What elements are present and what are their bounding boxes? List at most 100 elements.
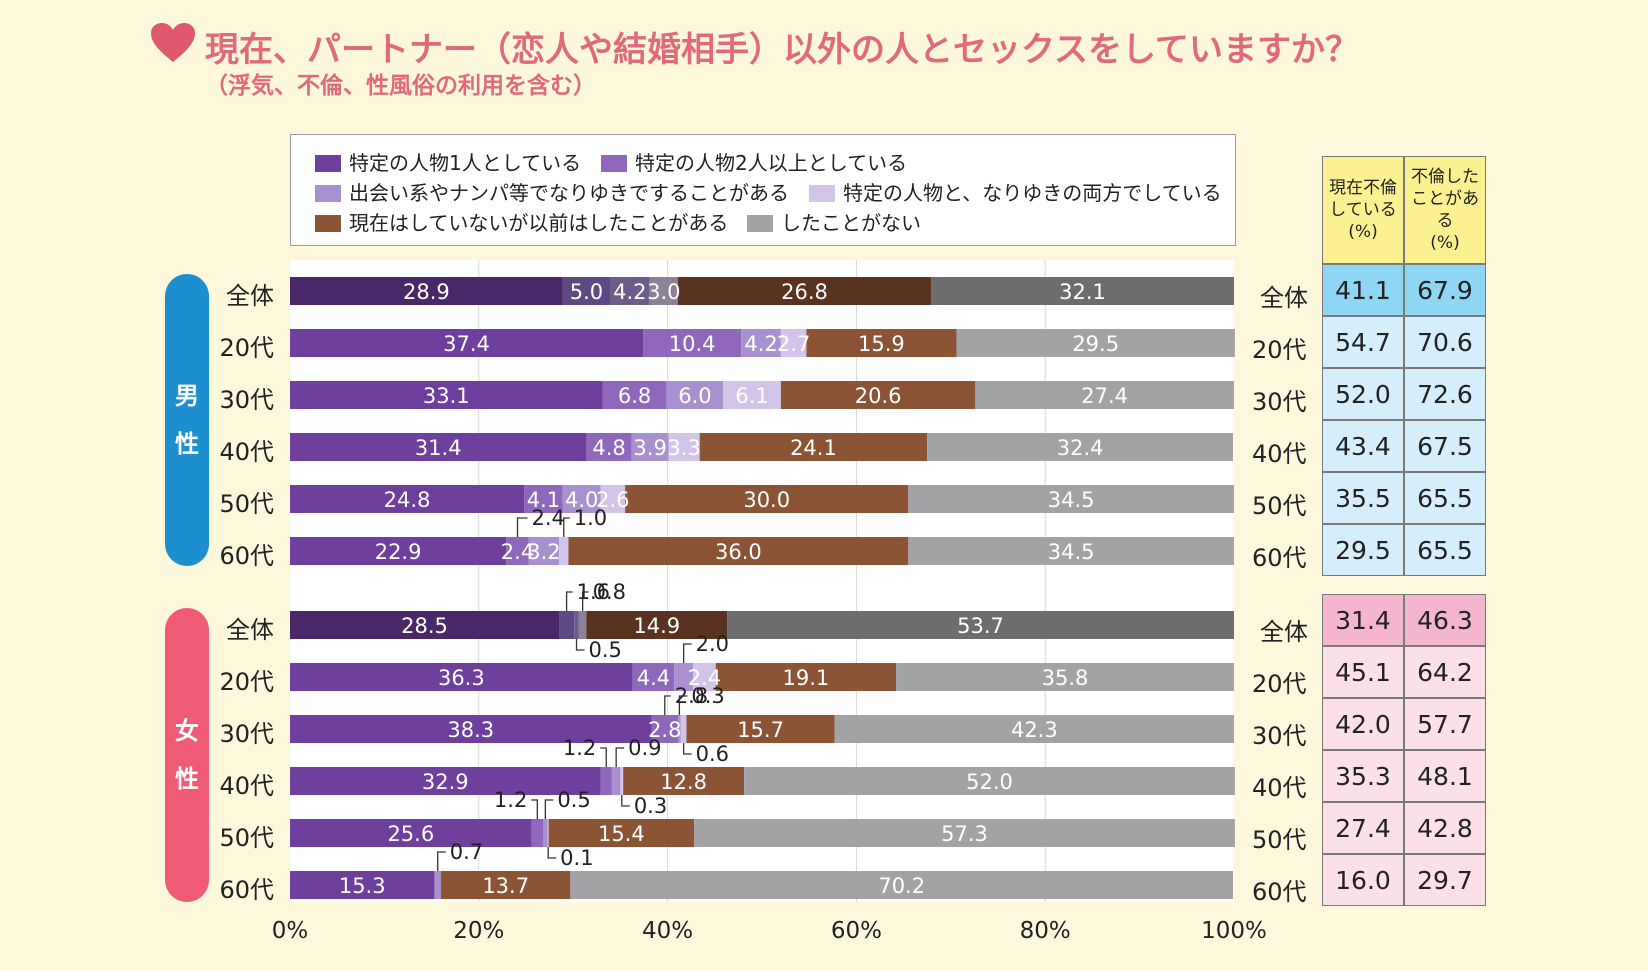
data-label: 32.9 [422,770,469,794]
callout-label: 2.0 [696,632,729,656]
chart-title: 現在、パートナー（恋人や結婚相手）以外の人とセックスをしていますか？ [205,30,1359,70]
bar-segment [744,767,1235,795]
callout-line [682,643,692,663]
data-label: 2.7 [777,332,810,356]
bar-segment [290,329,644,357]
row-label-left: 40代 [219,772,274,800]
data-label: 15.7 [737,718,784,742]
heart-icon [151,23,195,62]
data-label: 15.4 [598,822,645,846]
current-affair-cell: 42.0 [1322,698,1404,750]
bar-segment [600,767,612,795]
x-tick-label: 0% [271,918,309,944]
row-label-left: 50代 [219,490,274,518]
data-label: 4.4 [637,666,670,690]
bar-segment [956,329,1235,357]
row-label-left: 全体 [226,616,274,644]
row-label-left: 20代 [219,668,274,696]
data-label: 3.2 [527,540,560,564]
bar-segment [649,277,678,305]
callout-line [581,591,589,611]
data-label: 38.3 [447,718,494,742]
data-label: 6.0 [678,384,711,408]
callout-line [544,799,554,819]
callout-label: 0.3 [691,684,724,708]
bar-segment [290,611,560,639]
bar-segment [694,819,1235,847]
bar-segment [548,819,695,847]
current-affair-cell: 45.1 [1322,646,1404,698]
callout-line [621,795,630,807]
bar-segment [680,715,687,743]
row-label-left: 全体 [226,282,274,310]
bar-segment [290,663,633,691]
callout-label: 1.2 [563,736,596,760]
ever-affair-cell: 67.5 [1404,420,1486,472]
bar-segment [620,767,624,795]
callout-label: 0.9 [628,736,661,760]
callout-label: 0.5 [557,788,590,812]
bar-segment [834,715,1234,743]
bar-segment [290,767,601,795]
bar-segment [434,871,442,899]
data-label: 2.4 [501,540,534,564]
row-label-left: 40代 [219,438,274,466]
row-label-right: 20代 [1252,670,1307,698]
bar-segment [586,611,728,639]
bar-segment [677,715,681,743]
callout-line [682,743,692,755]
bar-segment [290,819,532,847]
row-label-right: 全体 [1260,284,1308,312]
bar-segment [666,381,724,409]
legend-item-2: 特定の人物2人以上としている [601,147,907,176]
data-label: 34.5 [1048,540,1095,564]
data-label: 32.1 [1059,280,1106,304]
bar-segment [715,663,897,691]
current-affair-cell: 41.1 [1322,264,1404,316]
bar-segment [611,767,621,795]
legend-swatch [601,155,627,172]
bar-segment [674,663,694,691]
data-label: 20.6 [855,384,902,408]
data-label: 36.3 [438,666,485,690]
bar-segment [723,381,781,409]
row-label-right: 60代 [1252,878,1307,906]
bar-segment [570,871,1234,899]
callout-label: 0.8 [593,580,626,604]
callout-line [575,639,585,651]
data-label: 2.6 [596,488,629,512]
callout-label: 0.7 [450,840,483,864]
bar-segment [780,381,976,409]
legend-swatch [747,215,773,232]
data-label: 15.9 [858,332,905,356]
row-label-right: 全体 [1260,618,1308,646]
bar-segment [610,277,650,305]
data-label: 24.1 [790,436,837,460]
legend-item-1: 特定の人物1人としている [315,147,581,176]
data-label: 37.4 [443,332,490,356]
bar-segment [290,277,563,305]
data-label: 42.3 [1011,718,1058,742]
row-label-right: 40代 [1252,440,1307,468]
row-label-left: 20代 [219,334,274,362]
bar-segment [643,329,742,357]
bar-segment [524,485,563,513]
x-tick-label: 80% [1019,918,1071,944]
table-header: 現在不倫 している (%) [1322,156,1404,264]
callout-line [664,695,671,715]
bar-segment [542,819,548,847]
callout-label: 1.0 [574,506,607,530]
current-affair-cell: 43.4 [1322,420,1404,472]
current-affair-cell: 31.4 [1322,594,1404,646]
callout-label: 0.3 [634,794,667,818]
data-label: 4.1 [527,488,560,512]
ever-affair-cell: 29.7 [1404,854,1486,906]
data-label: 26.8 [781,280,828,304]
callout-line [437,851,446,871]
x-tick-label: 100% [1201,918,1267,944]
callout-line [678,695,688,715]
data-label: 36.0 [715,540,762,564]
data-label: 57.3 [941,822,988,846]
callout-line [531,799,538,819]
data-label: 4.0 [565,488,598,512]
